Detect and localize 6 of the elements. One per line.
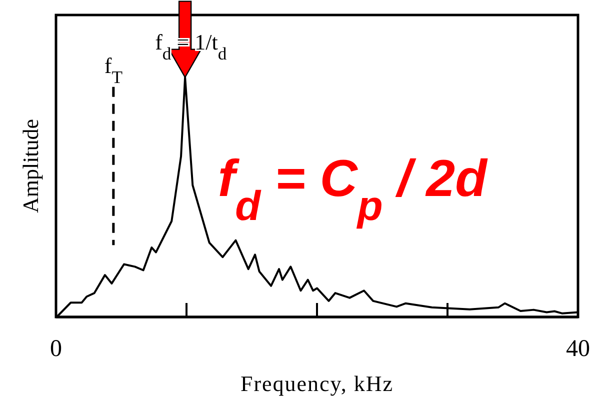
y-axis-title: Amplitude [18, 118, 43, 214]
annotation: f$_{d}$ = C$_{p}$ / 2d [218, 150, 488, 229]
x-tick-label: 0 [50, 336, 62, 362]
ref-line-label: f$_{T}$ [104, 52, 123, 87]
x-axis-title: Frequency, kHz [240, 371, 394, 396]
x-tick-label: 40 [566, 336, 590, 362]
